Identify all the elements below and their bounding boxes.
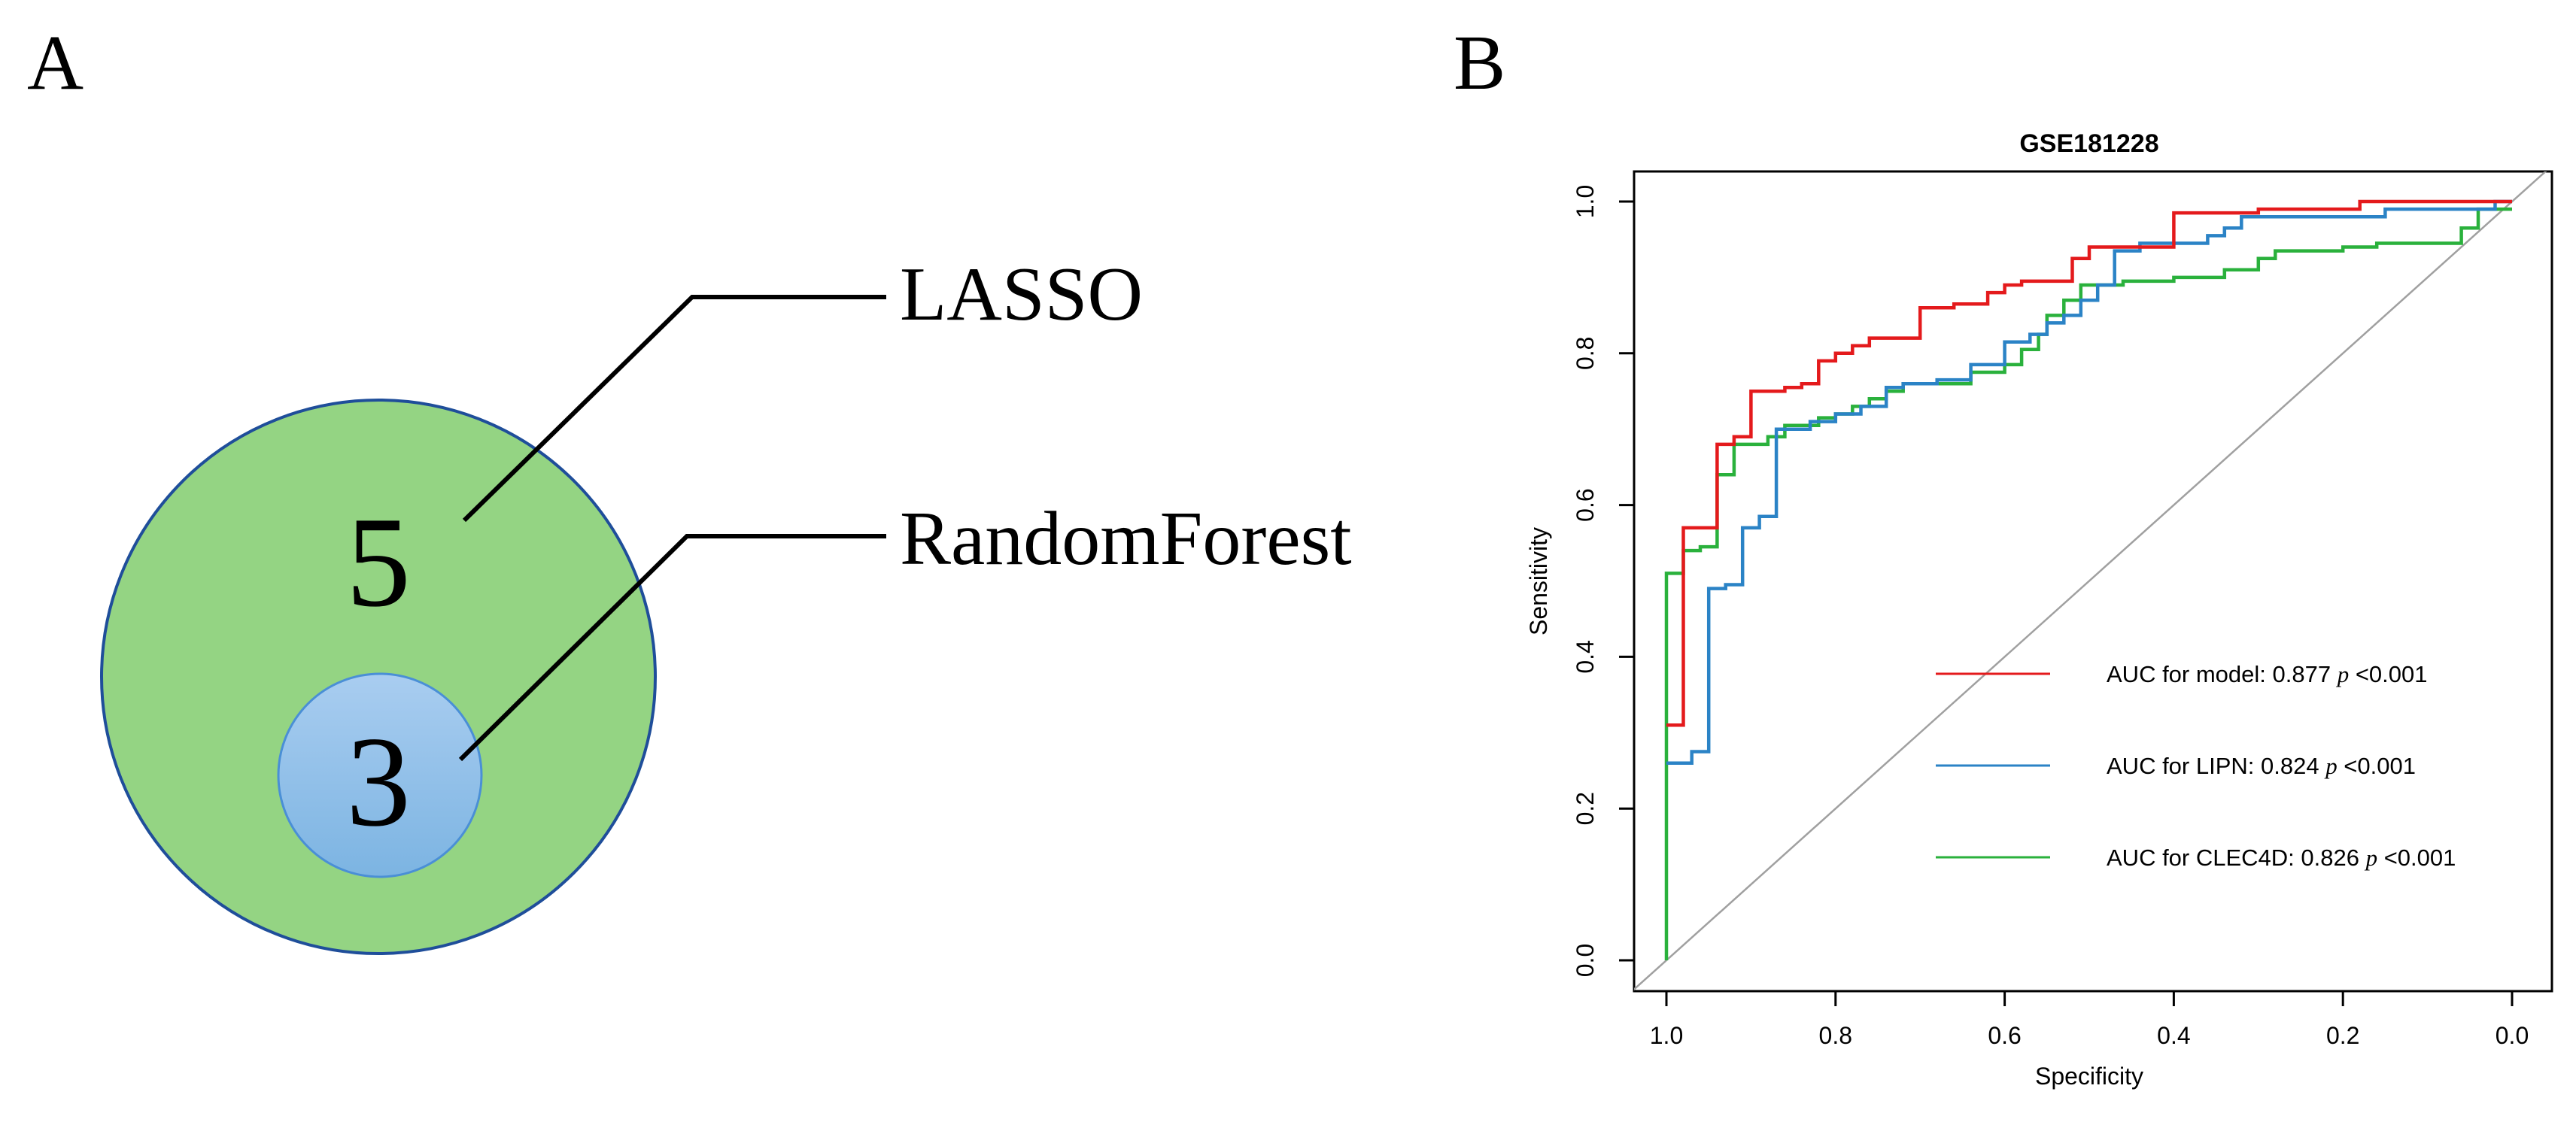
y-axis: 0.0 0.2 0.4 0.6 0.8 1.0 xyxy=(1572,185,1636,977)
chart-title: GSE181228 xyxy=(2019,129,2158,158)
panel-a-venn: A 5 3 LASSO RandomForest xyxy=(27,20,1352,955)
legend-p-symbol: p xyxy=(2365,845,2378,871)
roc-curve-model xyxy=(1666,199,2512,727)
lasso-count: 5 xyxy=(346,491,411,634)
y-tick-label: 1.0 xyxy=(1572,185,1599,218)
y-tick-label: 0.4 xyxy=(1572,640,1599,673)
legend-p-symbol: p xyxy=(2336,661,2350,687)
panel-b-label: B xyxy=(1454,20,1505,106)
y-tick-label: 0.2 xyxy=(1572,792,1599,825)
x-axis: 1.0 0.8 0.6 0.4 0.2 0.0 xyxy=(1650,990,2529,1049)
legend-label-model: AUC for model: 0.877 p <0.001 xyxy=(2107,661,2428,687)
x-tick-label: 0.0 xyxy=(2496,1022,2529,1049)
randomforest-set-circle xyxy=(277,672,483,878)
x-tick-label: 0.6 xyxy=(1988,1022,2021,1049)
randomforest-set-label: RandomForest xyxy=(900,496,1352,581)
diagonal-reference-line xyxy=(1634,171,2547,991)
legend-label-clec4d: AUC for CLEC4D: 0.826 p <0.001 xyxy=(2107,845,2456,871)
legend-p-value: <0.001 xyxy=(2377,845,2456,871)
roc-curves xyxy=(1664,199,2512,960)
y-tick-label: 0.8 xyxy=(1572,337,1599,370)
randomforest-count: 3 xyxy=(346,711,411,854)
randomforest-leader-line xyxy=(458,534,886,762)
x-tick-label: 1.0 xyxy=(1650,1022,1683,1049)
y-tick-label: 0.6 xyxy=(1572,488,1599,521)
panel-a-label: A xyxy=(27,20,84,106)
lasso-leader-line xyxy=(462,295,886,523)
legend-p-symbol: p xyxy=(2324,753,2338,779)
x-tick-label: 0.2 xyxy=(2326,1022,2359,1049)
x-axis-title: Specificity xyxy=(2035,1063,2143,1090)
legend-p-value: <0.001 xyxy=(2338,753,2416,779)
panel-b-roc: B GSE181228 1.0 0.8 0.6 0.4 0.2 0.0 0.0 0.2 0.4… xyxy=(1454,20,2553,1090)
legend-label-lipn: AUC for LIPN: 0.824 p <0.001 xyxy=(2107,753,2416,779)
lasso-set-label: LASSO xyxy=(900,252,1143,337)
x-tick-label: 0.8 xyxy=(1819,1022,1852,1049)
y-tick-label: 0.0 xyxy=(1572,944,1599,977)
legend-p-value: <0.001 xyxy=(2349,661,2427,687)
x-tick-label: 0.4 xyxy=(2157,1022,2190,1049)
legend: AUC for model: 0.877 p <0.001 AUC for LIP… xyxy=(1936,661,2456,871)
y-axis-title: Sensitivity xyxy=(1525,527,1552,635)
roc-curve-lipn xyxy=(1666,199,2512,765)
